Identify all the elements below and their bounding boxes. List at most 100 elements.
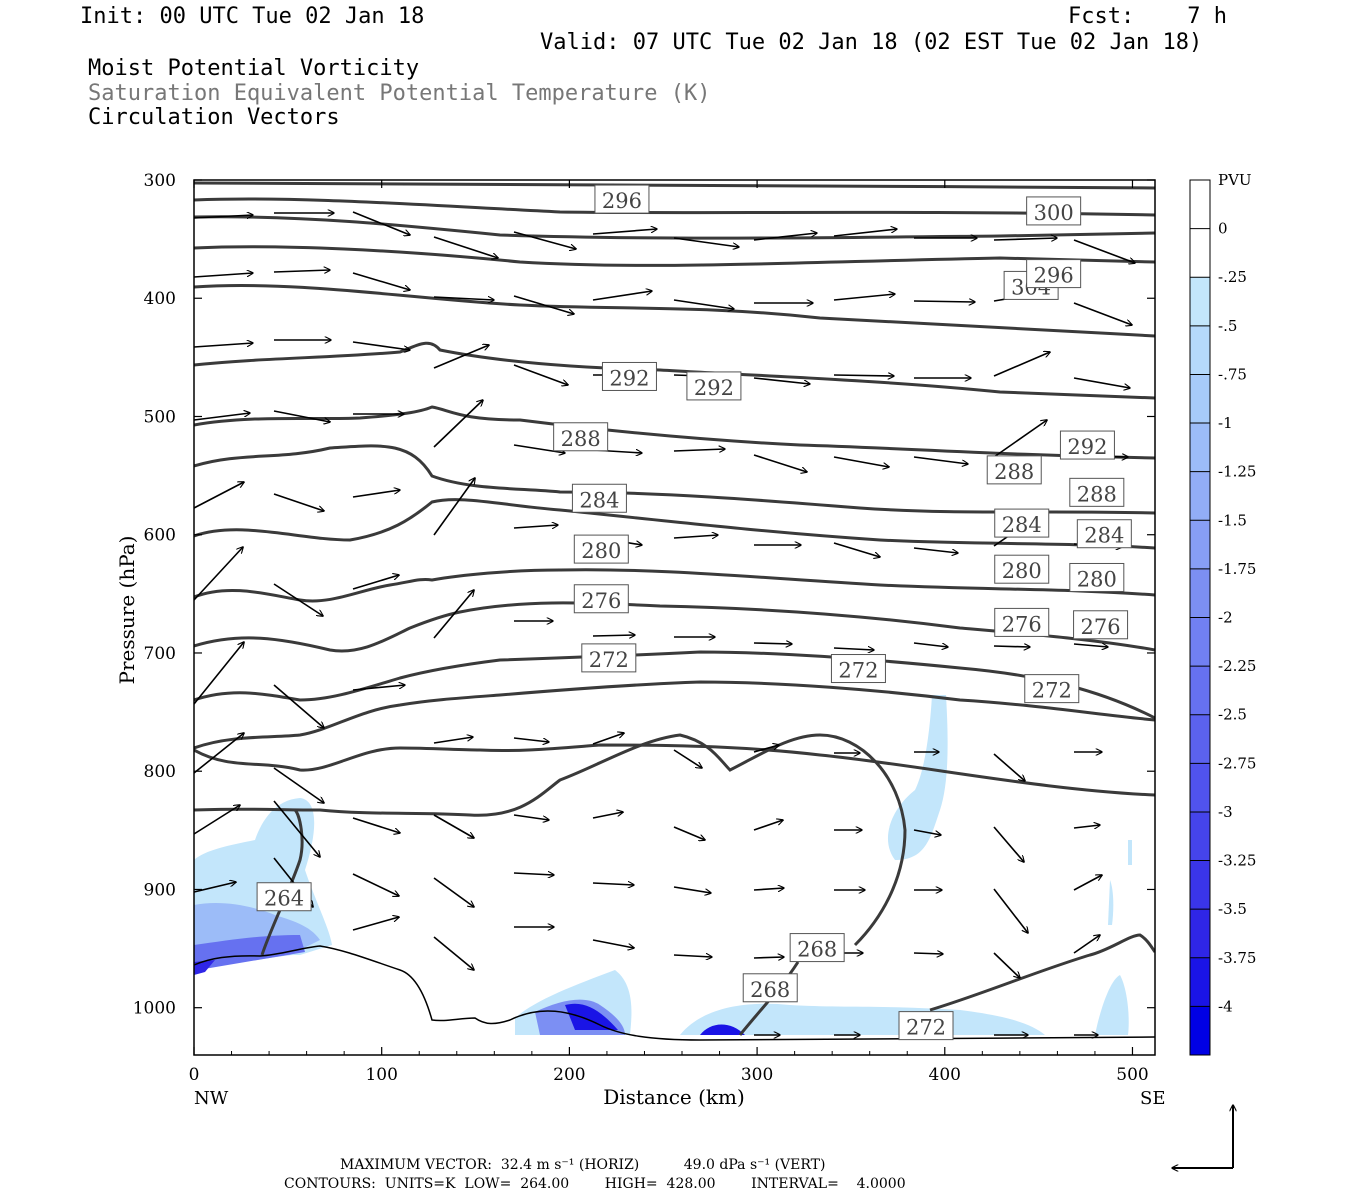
circulation-vector bbox=[352, 341, 410, 350]
contour-label-text: 272 bbox=[589, 648, 629, 672]
pv-region-nw-max bbox=[194, 960, 215, 975]
circulation-vector bbox=[753, 888, 784, 890]
colorbar-label: -.25 bbox=[1218, 268, 1247, 286]
field-legend-theta: Saturation Equivalent Potential Temperat… bbox=[88, 81, 711, 106]
pv-region-surface-right bbox=[680, 1003, 1045, 1035]
contour-label-text: 284 bbox=[1084, 524, 1124, 548]
circulation-vector bbox=[753, 957, 784, 958]
circulation-vector bbox=[1073, 825, 1100, 828]
circulation-vector bbox=[753, 377, 810, 384]
contour-label: 296 bbox=[594, 184, 650, 214]
circulation-vector bbox=[433, 814, 474, 838]
circulation-vector bbox=[433, 236, 498, 258]
init-time: Init: 00 UTC Tue 02 Jan 18 bbox=[80, 4, 425, 29]
colorbar-swatch bbox=[1190, 374, 1210, 424]
circulation-vector bbox=[193, 482, 244, 509]
circulation-vector bbox=[513, 295, 574, 314]
plot-frame bbox=[193, 179, 1156, 1056]
contour-label: 284 bbox=[1076, 519, 1132, 549]
contour-line bbox=[194, 601, 1155, 653]
circulation-vector bbox=[193, 547, 243, 601]
circulation-vector bbox=[273, 493, 324, 511]
colorbar-label: -2.5 bbox=[1218, 706, 1247, 724]
circulation-vector bbox=[673, 535, 718, 538]
circulation-vector bbox=[673, 449, 725, 451]
circulation-vector bbox=[993, 888, 1028, 933]
contour-label: 280 bbox=[1069, 562, 1125, 592]
contour-label: 268 bbox=[742, 973, 798, 1003]
circulation-vector bbox=[913, 301, 975, 302]
contour-line bbox=[194, 444, 1155, 515]
circulation-vector bbox=[1073, 935, 1100, 954]
colorbar-title: PVU bbox=[1218, 171, 1252, 189]
colorbar-label: -3.25 bbox=[1218, 852, 1256, 870]
colorbar-swatch bbox=[1190, 666, 1210, 716]
colorbar-swatch bbox=[1190, 811, 1210, 862]
circulation-vector bbox=[993, 646, 1030, 647]
circulation-vector bbox=[352, 272, 410, 290]
colorbar-swatch bbox=[1190, 860, 1210, 910]
colorbar-swatch bbox=[1190, 763, 1210, 813]
colorbar-label: -1.75 bbox=[1218, 560, 1256, 578]
colorbar-label: -3 bbox=[1218, 803, 1233, 821]
circulation-vector bbox=[673, 237, 739, 247]
circulation-vector bbox=[352, 817, 400, 833]
contour-line bbox=[194, 284, 1155, 338]
contour-label-text: 272 bbox=[906, 1016, 946, 1040]
y-tick-label: 300 bbox=[144, 171, 176, 191]
contour-label: 272 bbox=[1024, 674, 1080, 704]
colorbar-swatch bbox=[1190, 471, 1210, 521]
circulation-vector bbox=[513, 444, 565, 453]
y-tick-label: 1000 bbox=[133, 999, 176, 1019]
circulation-vector bbox=[513, 814, 549, 820]
colorbar-label: -.5 bbox=[1218, 317, 1237, 335]
contour-label-text: 272 bbox=[1032, 679, 1072, 703]
contour-line bbox=[194, 568, 1155, 603]
contour-label-text: 296 bbox=[602, 189, 642, 213]
contour-label: 272 bbox=[830, 654, 886, 684]
colorbar-swatch bbox=[1190, 423, 1210, 473]
circulation-vector bbox=[193, 273, 253, 278]
circulation-vector bbox=[993, 352, 1050, 377]
circulation-vector bbox=[193, 343, 253, 348]
colorbar-label: -2 bbox=[1218, 609, 1233, 627]
circulation-vector bbox=[352, 575, 399, 590]
colorbar-label: -4 bbox=[1218, 997, 1233, 1015]
circulation-vector bbox=[273, 767, 324, 803]
x-tick-label: 100 bbox=[365, 1065, 397, 1085]
circulation-vector bbox=[513, 525, 558, 528]
colorbar: PVU 0 -.25 -.5 -.75 -1 -1.25 -1.5 -1.75 -2 -2.25 -2… bbox=[1189, 171, 1256, 1056]
contour-label: 272 bbox=[581, 643, 637, 673]
circulation-vector bbox=[592, 635, 635, 636]
circulation-vector bbox=[753, 233, 817, 241]
circulation-vector bbox=[913, 547, 958, 553]
circulation-vector bbox=[913, 456, 968, 464]
contour-label: 284 bbox=[571, 483, 627, 513]
valid-time: Valid: 07 UTC Tue 02 Jan 18 (02 EST Tue … bbox=[540, 30, 1203, 55]
contour-label-text: 276 bbox=[581, 589, 621, 613]
contour-line bbox=[194, 245, 1155, 267]
pv-region-nw-core bbox=[194, 935, 305, 970]
contour-label-text: 280 bbox=[1002, 559, 1042, 583]
circulation-vector bbox=[673, 749, 702, 768]
x-tick-label: 200 bbox=[553, 1065, 585, 1085]
contour-line bbox=[260, 808, 304, 956]
circulation-vector bbox=[193, 215, 253, 218]
circulation-vector bbox=[833, 648, 874, 650]
circulation-vector bbox=[673, 299, 734, 309]
circulation-vector bbox=[433, 400, 483, 448]
circulation-vector bbox=[352, 490, 400, 498]
contour-label: 276 bbox=[573, 584, 629, 614]
contour-label: 292 bbox=[1059, 430, 1115, 460]
circulation-vector bbox=[592, 291, 652, 301]
circulation-vector bbox=[913, 642, 948, 647]
contour-label-text: 292 bbox=[609, 366, 649, 390]
reference-vector-icon bbox=[1172, 1105, 1233, 1168]
circulation-vector bbox=[352, 211, 410, 235]
contour-label: 300 bbox=[1026, 196, 1082, 226]
x-tick-label: 0 bbox=[189, 1065, 200, 1085]
circulation-vector bbox=[592, 883, 634, 885]
circulation-vector bbox=[273, 684, 324, 728]
circulation-vector bbox=[913, 829, 941, 835]
theta-es-contours bbox=[194, 181, 1155, 1036]
